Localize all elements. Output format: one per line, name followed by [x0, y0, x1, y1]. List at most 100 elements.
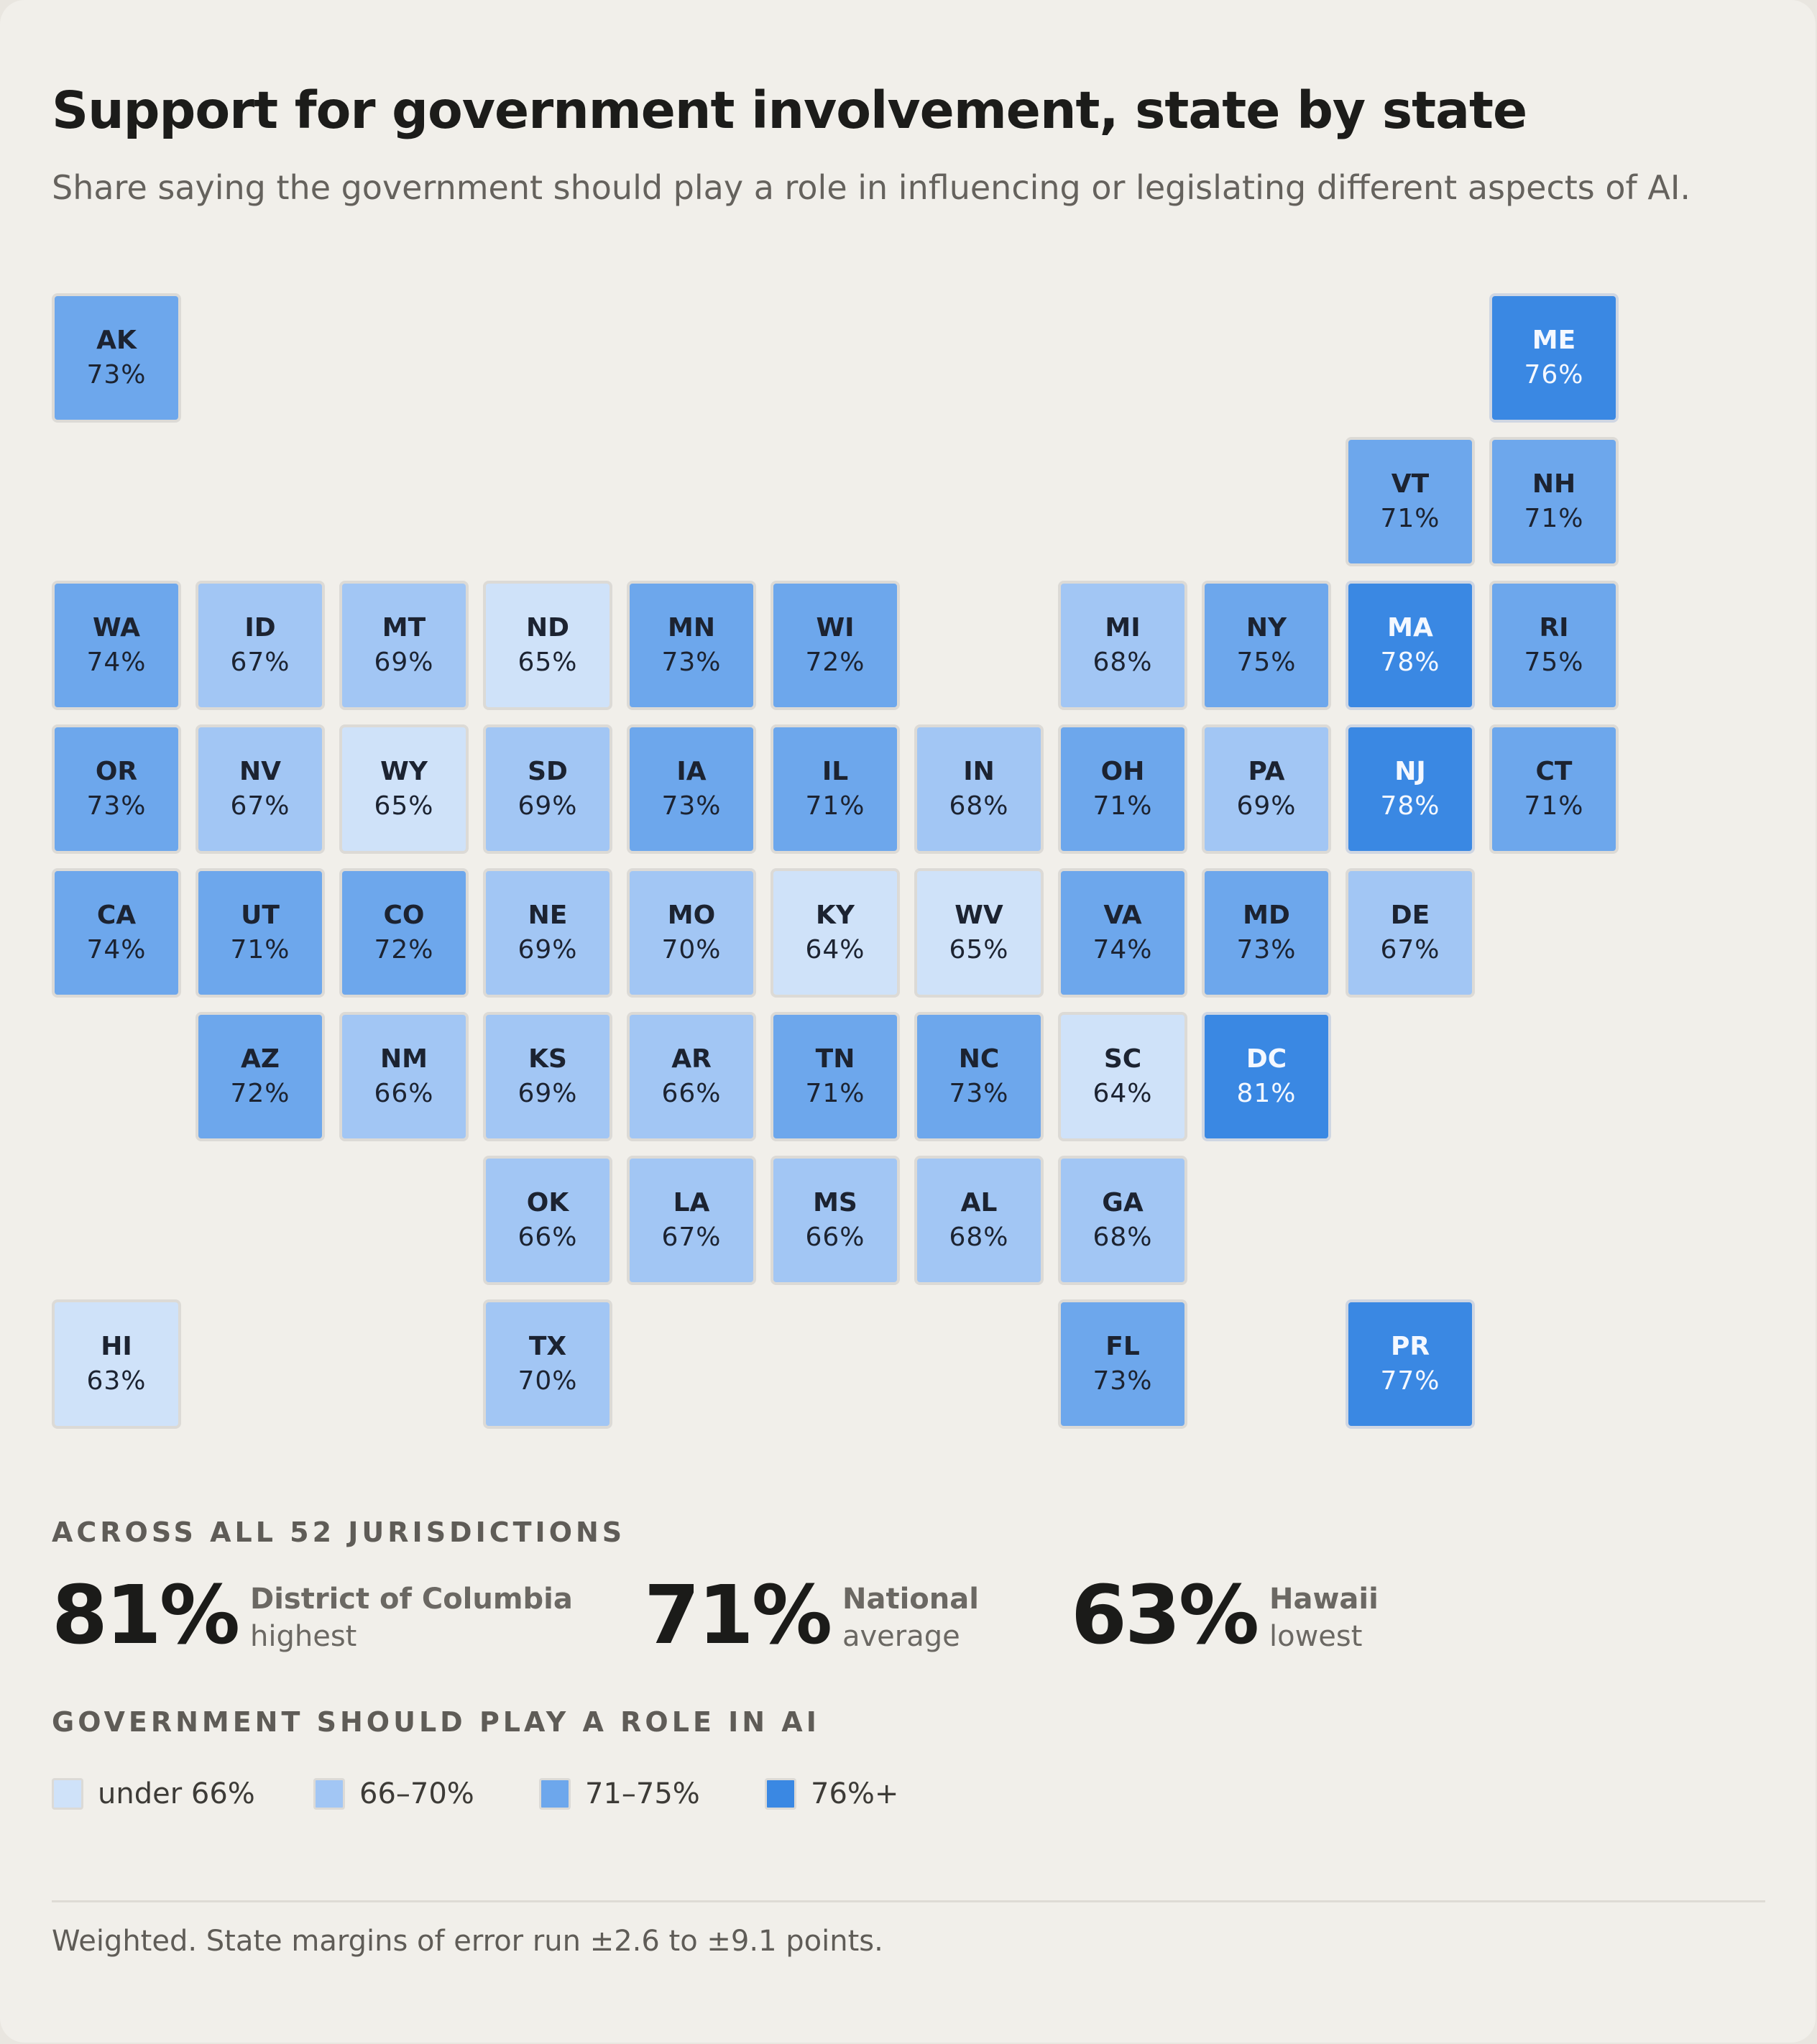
- state-value: 66%: [661, 1079, 722, 1108]
- stat-average-value: 71%: [644, 1569, 832, 1662]
- state-value: 70%: [518, 1366, 578, 1396]
- state-tile-de: DE 67%: [1346, 868, 1475, 998]
- state-abbr: OH: [1100, 757, 1145, 786]
- state-tile-ct: CT 71%: [1489, 724, 1619, 854]
- state-tile-fl: FL 73%: [1058, 1299, 1187, 1429]
- state-abbr: AR: [671, 1044, 712, 1074]
- state-value: 73%: [949, 1079, 1009, 1108]
- state-tile-ia: IA 73%: [627, 724, 756, 854]
- state-value: 69%: [1236, 791, 1297, 821]
- state-value: 69%: [518, 1079, 578, 1108]
- state-abbr: NV: [239, 757, 281, 786]
- state-abbr: MT: [382, 613, 426, 643]
- state-value: 66%: [374, 1079, 434, 1108]
- state-abbr: NE: [528, 901, 568, 930]
- state-tile-wi: WI 72%: [770, 581, 900, 710]
- state-abbr: ME: [1532, 326, 1576, 355]
- state-value: 63%: [86, 1366, 147, 1396]
- state-tile-nv: NV 67%: [196, 724, 325, 854]
- state-tile-ks: KS 69%: [483, 1012, 612, 1141]
- state-value: 64%: [805, 935, 865, 965]
- state-abbr: VA: [1103, 901, 1142, 930]
- stat-lowest-name: Hawaii: [1269, 1583, 1379, 1616]
- state-value: 72%: [374, 935, 434, 965]
- state-tile-mi: MI 68%: [1058, 581, 1187, 710]
- state-abbr: HI: [101, 1332, 132, 1361]
- state-abbr: LA: [673, 1188, 710, 1217]
- stat-highest-name: District of Columbia: [250, 1583, 573, 1616]
- stat-average-role: average: [842, 1620, 960, 1653]
- state-value: 73%: [661, 791, 722, 821]
- state-abbr: WV: [954, 901, 1003, 930]
- state-abbr: AK: [96, 326, 137, 355]
- state-tile-wa: WA 74%: [52, 581, 181, 710]
- state-tile-ny: NY 75%: [1202, 581, 1331, 710]
- legend-label: under 66%: [98, 1777, 255, 1810]
- legend-label: 76%+: [811, 1777, 899, 1810]
- state-tile-ut: UT 71%: [196, 868, 325, 998]
- state-tile-ar: AR 66%: [627, 1012, 756, 1141]
- state-tile-ms: MS 66%: [770, 1156, 900, 1285]
- legend-swatch: [765, 1778, 796, 1810]
- state-tile-ok: OK 66%: [483, 1156, 612, 1285]
- state-abbr: DE: [1390, 901, 1430, 930]
- state-abbr: NY: [1246, 613, 1287, 643]
- legend-label: 71–75%: [585, 1777, 700, 1810]
- state-tile-ga: GA 68%: [1058, 1156, 1187, 1285]
- state-abbr: WA: [93, 613, 140, 643]
- state-tile-pr: PR 77%: [1346, 1299, 1475, 1429]
- state-tile-mn: MN 73%: [627, 581, 756, 710]
- legend-swatch: [313, 1778, 345, 1810]
- stat-highest-value: 81%: [52, 1569, 240, 1662]
- summary-heading: ACROSS ALL 52 JURISDICTIONS: [52, 1516, 626, 1548]
- state-tile-sc: SC 64%: [1058, 1012, 1187, 1141]
- state-tile-nh: NH 71%: [1489, 437, 1619, 566]
- state-abbr: CO: [383, 901, 425, 930]
- legend-heading: GOVERNMENT SHOULD PLAY A ROLE IN AI: [52, 1706, 820, 1738]
- state-abbr: WY: [380, 757, 428, 786]
- state-value: 66%: [518, 1223, 578, 1252]
- state-tile-la: LA 67%: [627, 1156, 756, 1285]
- state-abbr: ND: [525, 613, 569, 643]
- state-abbr: OK: [526, 1188, 569, 1217]
- state-value: 73%: [86, 360, 147, 390]
- state-abbr: NM: [380, 1044, 428, 1074]
- state-value: 74%: [86, 935, 147, 965]
- state-tile-mt: MT 69%: [339, 581, 469, 710]
- state-value: 64%: [1092, 1079, 1153, 1108]
- legend-label: 66–70%: [359, 1777, 474, 1810]
- state-value: 67%: [230, 648, 290, 677]
- state-tile-az: AZ 72%: [196, 1012, 325, 1141]
- state-abbr: MO: [667, 901, 716, 930]
- state-tile-hi: HI 63%: [52, 1299, 181, 1429]
- state-tile-sd: SD 69%: [483, 724, 612, 854]
- state-abbr: IN: [963, 757, 995, 786]
- state-tile-va: VA 74%: [1058, 868, 1187, 998]
- state-abbr: DC: [1246, 1044, 1287, 1074]
- stat-highest-role: highest: [250, 1620, 357, 1653]
- state-abbr: NH: [1532, 469, 1576, 499]
- stat-lowest-role: lowest: [1269, 1620, 1363, 1653]
- state-value: 68%: [949, 1223, 1009, 1252]
- state-value: 69%: [518, 935, 578, 965]
- state-tile-il: IL 71%: [770, 724, 900, 854]
- state-value: 68%: [949, 791, 1009, 821]
- state-tile-me: ME 76%: [1489, 293, 1619, 423]
- state-value: 73%: [1092, 1366, 1153, 1396]
- state-value: 67%: [1380, 935, 1440, 965]
- state-tile-nj: NJ 78%: [1346, 724, 1475, 854]
- state-tile-ky: KY 64%: [770, 868, 900, 998]
- state-tile-tx: TX 70%: [483, 1299, 612, 1429]
- state-tile-nm: NM 66%: [339, 1012, 469, 1141]
- state-abbr: TN: [815, 1044, 855, 1074]
- state-tile-dc: DC 81%: [1202, 1012, 1331, 1141]
- state-abbr: WI: [816, 613, 855, 643]
- state-tile-ne: NE 69%: [483, 868, 612, 998]
- state-abbr: MA: [1387, 613, 1433, 643]
- state-tile-wy: WY 65%: [339, 724, 469, 854]
- state-value: 71%: [805, 791, 865, 821]
- state-value: 69%: [518, 791, 578, 821]
- state-tile-md: MD 73%: [1202, 868, 1331, 998]
- state-value: 71%: [805, 1079, 865, 1108]
